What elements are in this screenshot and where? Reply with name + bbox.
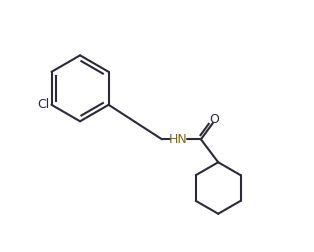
Text: Cl: Cl	[37, 98, 49, 111]
Text: HN: HN	[169, 133, 188, 146]
Text: O: O	[209, 113, 219, 126]
